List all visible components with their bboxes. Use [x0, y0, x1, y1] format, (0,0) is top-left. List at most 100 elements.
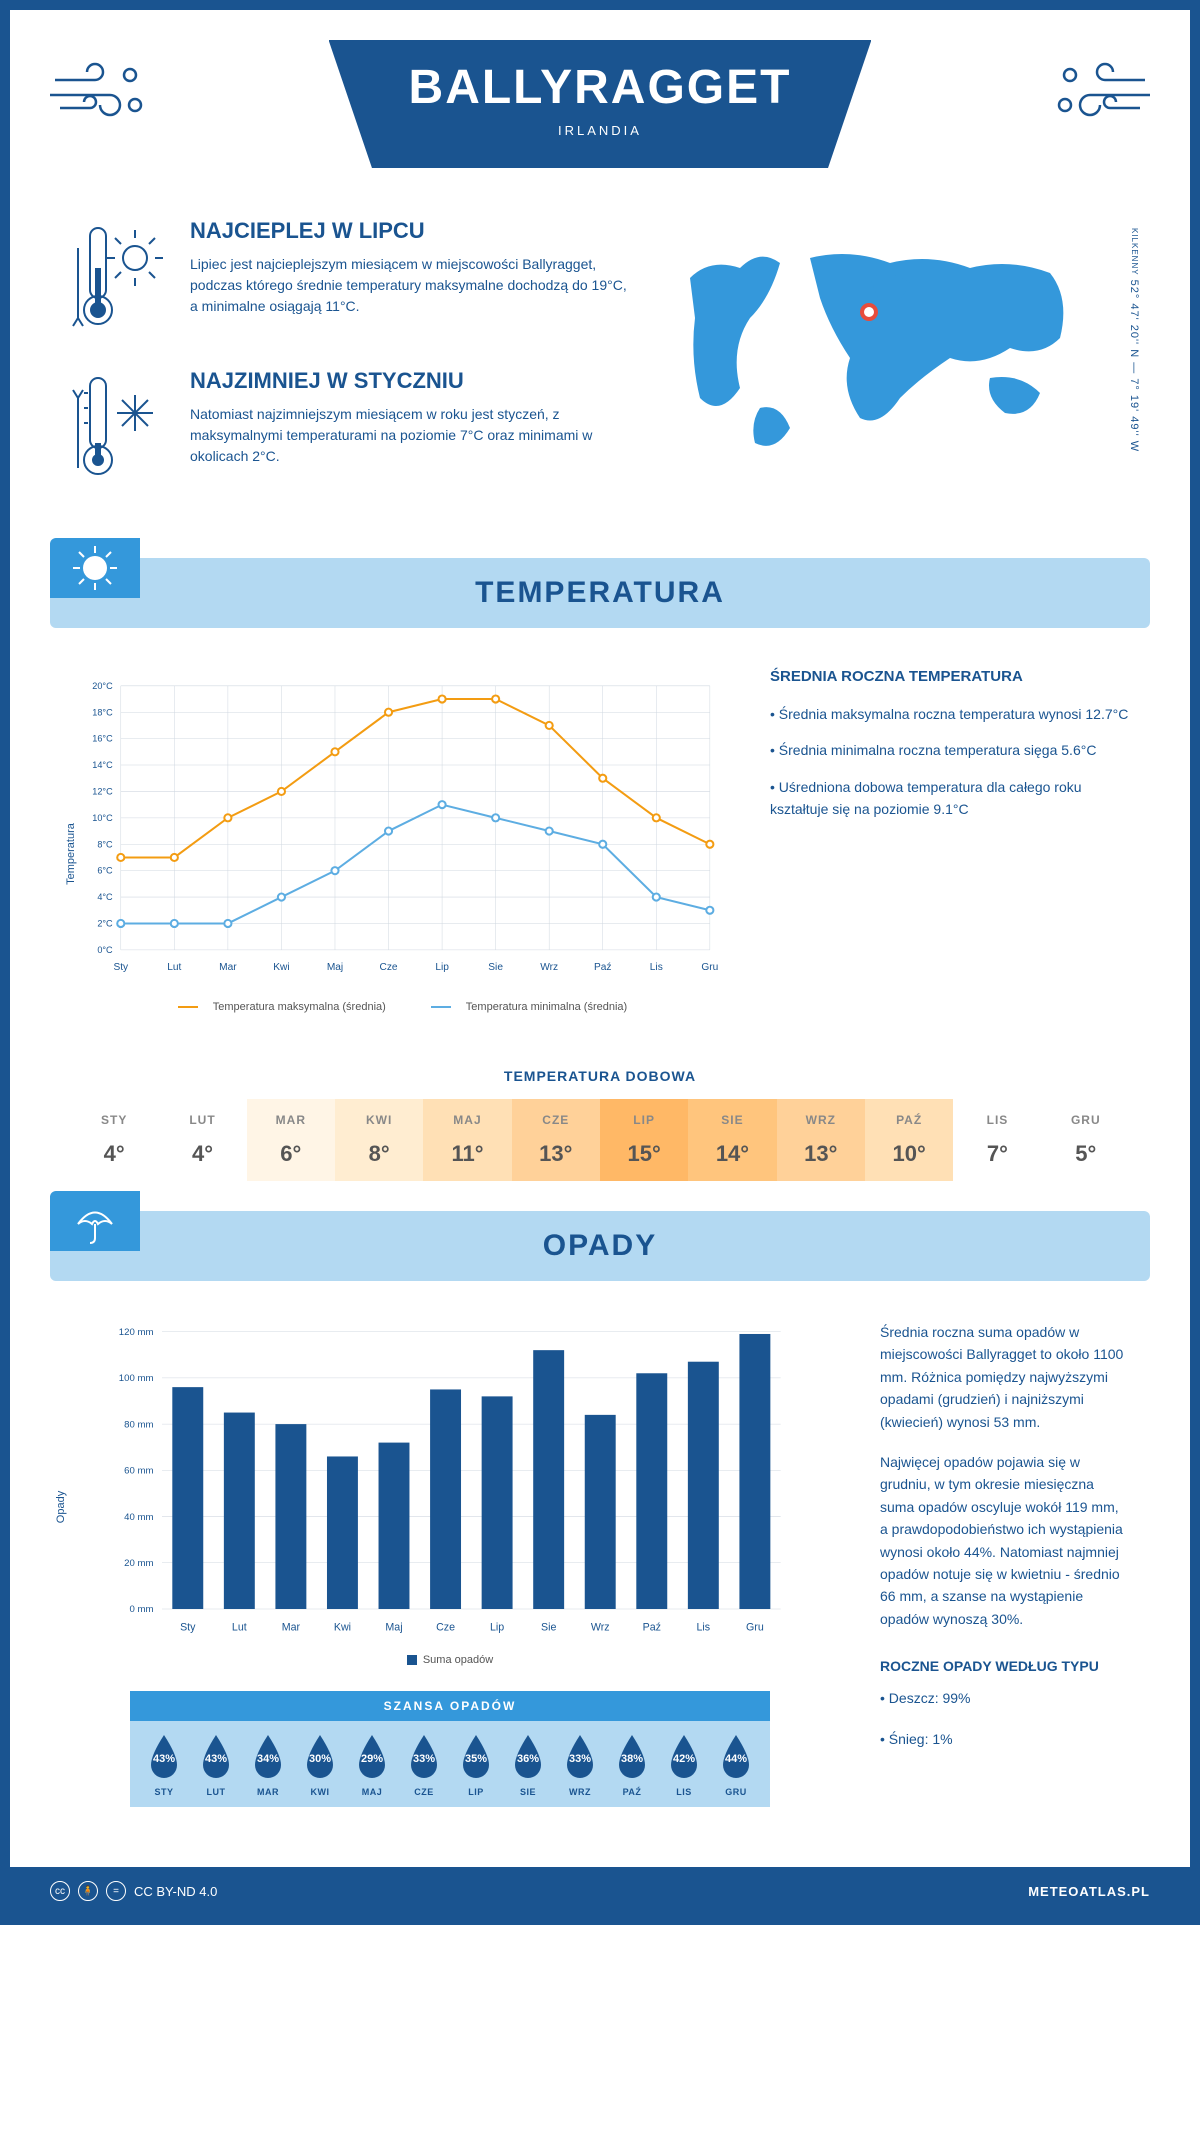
- daily-temp-cell: LIP15°: [600, 1099, 688, 1181]
- svg-text:20°C: 20°C: [92, 681, 113, 691]
- svg-text:6°C: 6°C: [97, 866, 113, 876]
- chance-cell: 38%PAŹ: [606, 1733, 658, 1797]
- chart-y-label: Temperatura: [65, 823, 77, 885]
- header: BALLYRAGGET IRLANDIA: [10, 10, 1190, 188]
- svg-text:Lip: Lip: [490, 1621, 504, 1633]
- svg-text:Lip: Lip: [435, 962, 449, 973]
- coordinates: KILKENNY 52° 47' 20'' N — 7° 19' 49'' W: [1128, 228, 1140, 452]
- precip-type-item: • Deszcz: 99%: [880, 1687, 1130, 1709]
- svg-text:10°C: 10°C: [92, 813, 113, 823]
- country-label: IRLANDIA: [409, 123, 792, 138]
- warmest-text: Lipiec jest najcieplejszym miesiącem w m…: [190, 254, 630, 317]
- location-pin-icon: [860, 303, 878, 321]
- svg-text:Kwi: Kwi: [273, 962, 289, 973]
- svg-text:Lis: Lis: [650, 962, 663, 973]
- daily-temp-cell: MAR6°: [247, 1099, 335, 1181]
- coldest-text: Natomiast najzimniejszym miesiącem w rok…: [190, 404, 630, 467]
- chance-cell: 36%SIE: [502, 1733, 554, 1797]
- daily-temp-cell: STY4°: [70, 1099, 158, 1181]
- svg-text:Sie: Sie: [541, 1621, 556, 1633]
- svg-text:Paź: Paź: [594, 962, 611, 973]
- brand-name: METEOATLAS.PL: [1028, 1884, 1150, 1899]
- svg-text:Sty: Sty: [180, 1621, 196, 1633]
- chance-cell: 30%KWI: [294, 1733, 346, 1797]
- precip-text-1: Średnia roczna suma opadów w miejscowośc…: [880, 1321, 1130, 1433]
- svg-text:Lis: Lis: [697, 1621, 711, 1633]
- license-text: CC BY-ND 4.0: [134, 1884, 217, 1899]
- svg-text:8°C: 8°C: [97, 839, 113, 849]
- svg-text:Wrz: Wrz: [540, 962, 558, 973]
- daily-temp-cell: KWI8°: [335, 1099, 423, 1181]
- svg-text:14°C: 14°C: [92, 760, 113, 770]
- nd-icon: =: [106, 1881, 126, 1901]
- sun-icon: [70, 543, 120, 593]
- chart-legend: Temperatura maksymalna (średnia)Temperat…: [70, 1001, 720, 1013]
- daily-temp-cell: LUT4°: [158, 1099, 246, 1181]
- world-map: [670, 218, 1130, 473]
- daily-temp-cell: SIE14°: [688, 1099, 776, 1181]
- svg-text:Maj: Maj: [327, 962, 343, 973]
- svg-text:Gru: Gru: [746, 1621, 764, 1633]
- umbrella-icon: [70, 1196, 120, 1246]
- svg-text:18°C: 18°C: [92, 707, 113, 717]
- svg-text:Mar: Mar: [219, 962, 237, 973]
- svg-text:0 mm: 0 mm: [129, 1604, 153, 1615]
- wind-icon: [50, 50, 150, 130]
- svg-text:Kwi: Kwi: [334, 1621, 351, 1633]
- thermometer-sun-icon: [70, 218, 170, 338]
- daily-temp-cell: LIS7°: [953, 1099, 1041, 1181]
- annual-temp-point: • Uśredniona dobowa temperatura dla całe…: [770, 776, 1130, 821]
- chance-cell: 33%CZE: [398, 1733, 450, 1797]
- temperature-line-chart: Temperatura 0°C2°C4°C6°C8°C10°C12°C14°C1…: [70, 668, 720, 1028]
- svg-text:Paź: Paź: [643, 1621, 661, 1633]
- svg-text:80 mm: 80 mm: [124, 1419, 153, 1430]
- precipitation-heading: OPADY: [70, 1229, 1130, 1263]
- svg-text:Cze: Cze: [380, 962, 398, 973]
- daily-temp-cell: PAŹ10°: [865, 1099, 953, 1181]
- svg-text:120 mm: 120 mm: [119, 1327, 154, 1338]
- precip-type-item: • Śnieg: 1%: [880, 1728, 1130, 1750]
- daily-temp-cell: WRZ13°: [777, 1099, 865, 1181]
- thermometer-snow-icon: [70, 368, 170, 488]
- svg-text:Sie: Sie: [488, 962, 503, 973]
- daily-temp-table: STY4°LUT4°MAR6°KWI8°MAJ11°CZE13°LIP15°SI…: [70, 1099, 1130, 1181]
- annual-temp-point: • Średnia maksymalna roczna temperatura …: [770, 703, 1130, 725]
- daily-temp-cell: GRU5°: [1042, 1099, 1130, 1181]
- svg-text:Gru: Gru: [701, 962, 718, 973]
- svg-text:60 mm: 60 mm: [124, 1466, 153, 1477]
- chance-cell: 34%MAR: [242, 1733, 294, 1797]
- svg-text:Maj: Maj: [385, 1621, 402, 1633]
- annual-temp-point: • Średnia minimalna roczna temperatura s…: [770, 739, 1130, 761]
- svg-text:16°C: 16°C: [92, 734, 113, 744]
- svg-text:0°C: 0°C: [97, 945, 113, 955]
- precip-type-title: ROCZNE OPADY WEDŁUG TYPU: [880, 1655, 1130, 1677]
- by-icon: 🧍: [78, 1881, 98, 1901]
- chance-cell: 42%LIS: [658, 1733, 710, 1797]
- chance-title: SZANSA OPADÓW: [130, 1691, 770, 1721]
- precip-text-2: Najwięcej opadów pojawia się w grudniu, …: [880, 1451, 1130, 1630]
- annual-temp-title: ŚREDNIA ROCZNA TEMPERATURA: [770, 668, 1130, 685]
- svg-text:Lut: Lut: [232, 1621, 247, 1633]
- wind-icon: [1050, 50, 1150, 130]
- coldest-block: NAJZIMNIEJ W STYCZNIU Natomiast najzimni…: [70, 368, 630, 488]
- warmest-title: NAJCIEPLEJ W LIPCU: [190, 218, 630, 244]
- chance-cell: 43%LUT: [190, 1733, 242, 1797]
- temperature-heading: TEMPERATURA: [70, 576, 1130, 610]
- chance-cell: 35%LIP: [450, 1733, 502, 1797]
- chance-cell: 43%STY: [138, 1733, 190, 1797]
- daily-temp-title: TEMPERATURA DOBOWA: [10, 1068, 1190, 1084]
- svg-text:Lut: Lut: [167, 962, 181, 973]
- svg-text:100 mm: 100 mm: [119, 1373, 154, 1384]
- precipitation-bar-chart: Opady 0 mm20 mm40 mm60 mm80 mm100 mm120 …: [70, 1321, 830, 1681]
- svg-text:2°C: 2°C: [97, 919, 113, 929]
- precipitation-chance-strip: SZANSA OPADÓW 43%STY43%LUT34%MAR30%KWI29…: [130, 1691, 770, 1807]
- daily-temp-cell: MAJ11°: [423, 1099, 511, 1181]
- precipitation-section-header: OPADY: [50, 1211, 1150, 1281]
- svg-text:Sty: Sty: [113, 962, 129, 973]
- svg-text:Mar: Mar: [282, 1621, 301, 1633]
- daily-temp-cell: CZE13°: [512, 1099, 600, 1181]
- chart-y-label: Opady: [55, 1491, 67, 1523]
- svg-text:20 mm: 20 mm: [124, 1558, 153, 1569]
- svg-text:40 mm: 40 mm: [124, 1512, 153, 1523]
- chance-cell: 33%WRZ: [554, 1733, 606, 1797]
